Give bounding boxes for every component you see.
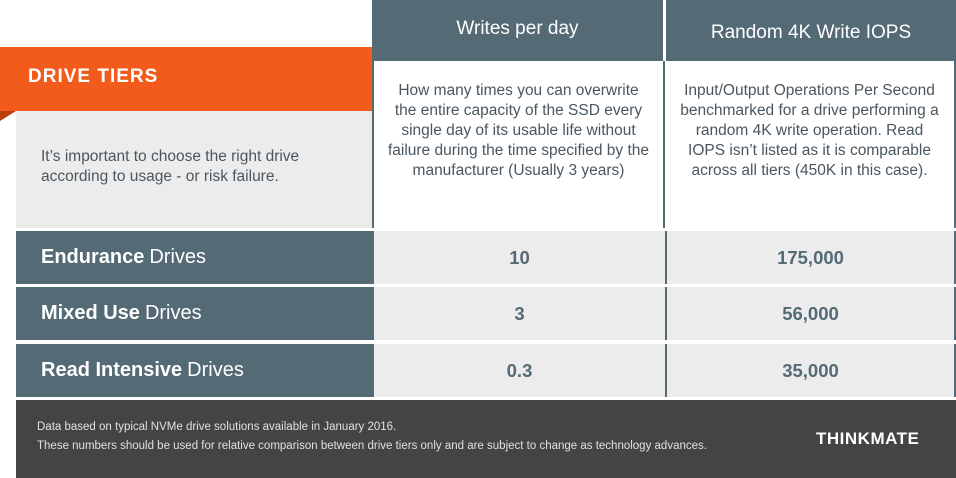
cell-iops-mixed-use: 56,000 <box>665 287 956 340</box>
intro-text: It’s important to choose the right drive… <box>41 148 300 185</box>
footer-note-data-source: Data based on typical NVMe drive solutio… <box>37 421 397 433</box>
row-label-read-intensive: Read Intensive Drives <box>16 344 372 397</box>
thinkmate-logo: THINKMATE <box>816 429 920 448</box>
banner-fold <box>0 111 16 121</box>
description-random-iops: Input/Output Operations Per Second bench… <box>665 61 956 228</box>
header-random-iops: Random 4K Write IOPS <box>666 0 956 61</box>
description-iops-text: Input/Output Operations Per Second bench… <box>680 82 939 179</box>
row-name-bold: Read Intensive <box>41 359 183 381</box>
footer-note-disclaimer: These numbers should be used for relativ… <box>37 440 707 452</box>
cell-writes-endurance: 10 <box>372 231 665 284</box>
intro-panel: It’s important to choose the right drive… <box>16 111 372 228</box>
header-writes-per-day: Writes per day <box>372 0 663 61</box>
footer: Data based on typical NVMe drive solutio… <box>16 400 956 478</box>
cell-iops-endurance: 175,000 <box>665 231 956 284</box>
description-writes-text: How many times you can overwrite the ent… <box>387 82 650 179</box>
row-label-mixed-use: Mixed Use Drives <box>16 287 372 340</box>
row-name-rest: Drives <box>187 359 244 381</box>
row-name-bold: Mixed Use <box>41 302 140 324</box>
cell-writes-read-intensive: 0.3 <box>372 344 665 397</box>
cell-iops-read-intensive: 35,000 <box>665 344 956 397</box>
drive-tiers-title: DRIVE TIERS <box>28 66 159 87</box>
cell-writes-mixed-use: 3 <box>372 287 665 340</box>
row-name-rest: Drives <box>149 246 207 268</box>
description-writes-per-day: How many times you can overwrite the ent… <box>372 61 665 228</box>
row-label-endurance: Endurance Drives <box>16 231 372 284</box>
row-name-rest: Drives <box>144 302 202 324</box>
row-name-bold: Endurance <box>41 246 145 268</box>
drive-tiers-banner <box>0 47 372 111</box>
